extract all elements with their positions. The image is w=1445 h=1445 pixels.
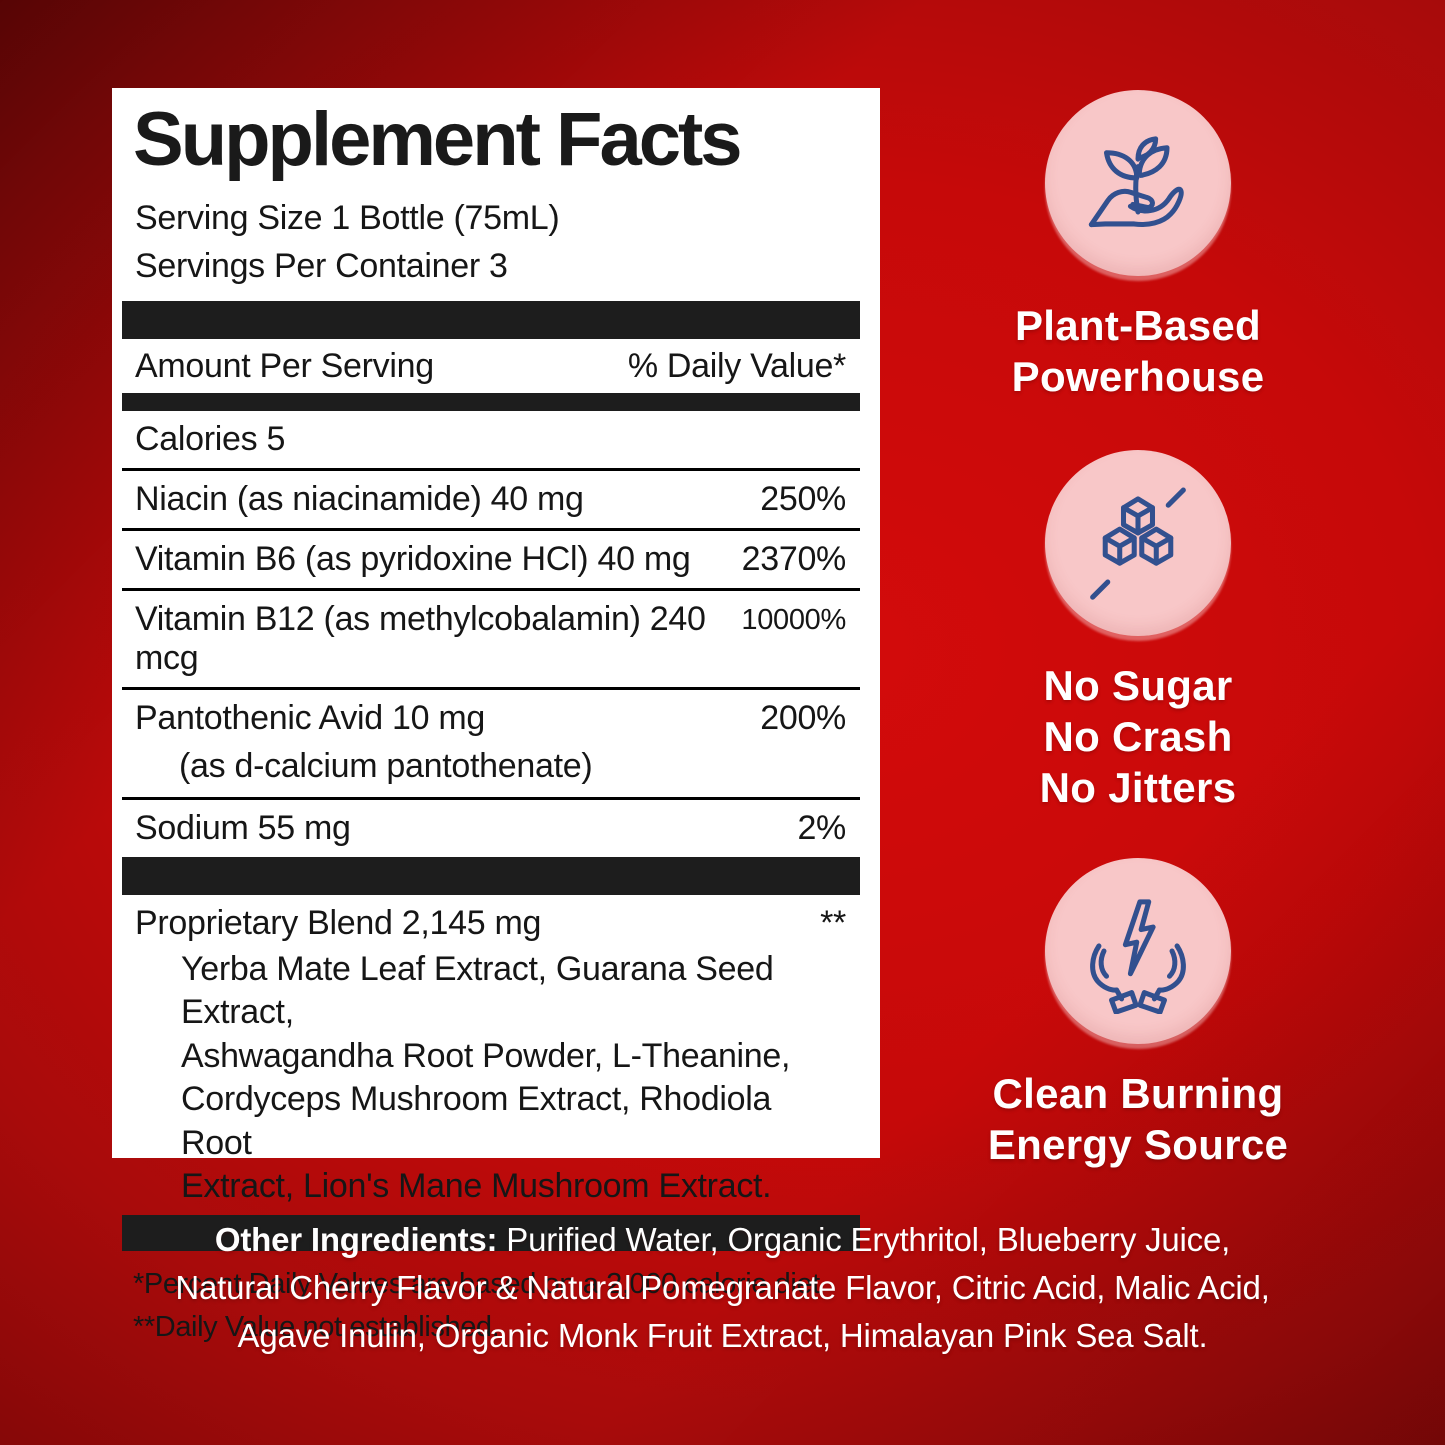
benefit-circle (1045, 858, 1231, 1044)
facts-header-row: Amount Per Serving % Daily Value* (122, 339, 860, 393)
nutrient-row: Vitamin B6 (as pyridoxine HCl) 40 mg 2370… (122, 527, 860, 588)
nutrient-name: Pantothenic Avid 10 mg (as d-calcium pant… (135, 699, 593, 788)
amount-per-serving-header: Amount Per Serving (135, 346, 434, 385)
daily-value: 200% (760, 698, 846, 737)
blend-ingredient-line: Extract, Lion's Mane Mushroom Extract. (181, 1167, 772, 1206)
daily-value: 10000% (741, 603, 846, 636)
blend-ingredient-line: Cordyceps Mushroom Extract, Rhodiola Roo… (181, 1080, 772, 1162)
benefit-no-sugar: No Sugar No Crash No Jitters (968, 450, 1308, 814)
proprietary-blend-name: Proprietary Blend 2,145 mg (135, 903, 542, 942)
benefit-label-line: No Sugar (1043, 662, 1233, 709)
nutrient-row: Niacin (as niacinamide) 40 mg 250% (122, 467, 860, 528)
other-ingredients: Other Ingredients: Purified Water, Organ… (55, 1216, 1390, 1360)
nutrient-row: Sodium 55 mg 2% (122, 796, 860, 857)
serving-size: Serving Size 1 Bottle (75mL) (135, 199, 560, 237)
daily-value: 2% (797, 808, 846, 847)
no-sugar-cubes-icon (1090, 487, 1186, 600)
benefit-label-line: Powerhouse (1011, 353, 1265, 401)
supplement-facts-panel: Supplement Facts Serving Size 1 Bottle (… (112, 88, 880, 1343)
benefit-clean-energy: Clean Burning Energy Source (968, 858, 1308, 1170)
benefit-label: Clean Burning Energy Source (968, 1068, 1308, 1170)
divider-bar (122, 1214, 860, 1251)
footnote: *Percent Daily Values are based on a 2,0… (133, 1267, 820, 1300)
divider-bar (122, 392, 860, 411)
nutrient-subname: (as d-calcium pantothenate) (179, 746, 593, 785)
benefit-label-line: Energy Source (987, 1121, 1289, 1169)
nutrient-row: Pantothenic Avid 10 mg (as d-calcium pant… (122, 686, 860, 797)
other-ingredients-line: Natural Cherry Flavor & Natural Pomegran… (175, 1268, 1270, 1306)
proprietary-blend-ingredients: Yerba Mate Leaf Extract, Guarana Seed Ex… (181, 948, 846, 1209)
plant-hand-icon (1088, 136, 1184, 228)
other-ingredients-line: Other Ingredients: Purified Water, Organ… (214, 1221, 1231, 1258)
nutrient-rows: Niacin (as niacinamide) 40 mg 250% Vitamin… (112, 467, 880, 857)
benefit-label-line: No Crash (1043, 713, 1233, 761)
divider-bar (122, 300, 860, 339)
benefit-plant-based: Plant-Based Powerhouse (968, 90, 1308, 402)
nutrient-name: Vitamin B6 (as pyridoxine HCl) 40 mg (135, 539, 691, 578)
benefit-label-line: Clean Burning (992, 1070, 1284, 1117)
proprietary-blend-dv: ** (820, 903, 846, 942)
panel-title: Supplement Facts (133, 97, 743, 182)
benefit-circle (1045, 90, 1231, 276)
energy-hands-icon (1090, 899, 1186, 1014)
footnote: **Daily Value not established. (133, 1311, 500, 1344)
nutrient-name: Sodium 55 mg (135, 808, 351, 847)
blend-ingredient-line: Ashwagandha Root Powder, L-Theanine, (181, 1036, 791, 1075)
nutrient-name: Niacin (as niacinamide) 40 mg (135, 479, 584, 518)
proprietary-blend-row: Proprietary Blend 2,145 mg ** Yerba Mate… (122, 895, 860, 1215)
benefit-label-line: No Jitters (1039, 764, 1237, 812)
servings-per-container: Servings Per Container 3 (135, 247, 508, 286)
benefit-label: Plant-Based Powerhouse (968, 300, 1308, 402)
other-ingredients-line: Agave Inulin, Organic Monk Fruit Extract… (237, 1316, 1208, 1354)
calories-value: Calories 5 (135, 419, 286, 458)
daily-value: 250% (760, 479, 846, 518)
blend-ingredient-line: Yerba Mate Leaf Extract, Guarana Seed Ex… (181, 949, 774, 1032)
benefit-label: No Sugar No Crash No Jitters (968, 660, 1308, 814)
daily-value: 2370% (741, 539, 847, 578)
nutrient-name: Vitamin B12 (as methylcobalamin) 240 mcg (135, 599, 706, 677)
benefit-label-line: Plant-Based (1014, 302, 1262, 349)
divider-bar (122, 856, 860, 895)
footnotes: *Percent Daily Values are based on a 2,0… (133, 1263, 860, 1350)
nutrient-row: Vitamin B12 (as methylcobalamin) 240 mcg… (122, 587, 860, 687)
other-ingredients-label: Other Ingredients: (214, 1221, 498, 1258)
calories-row: Calories 5 (122, 411, 860, 468)
daily-value-header: % Daily Value* (627, 346, 846, 385)
benefit-circle (1045, 450, 1231, 636)
